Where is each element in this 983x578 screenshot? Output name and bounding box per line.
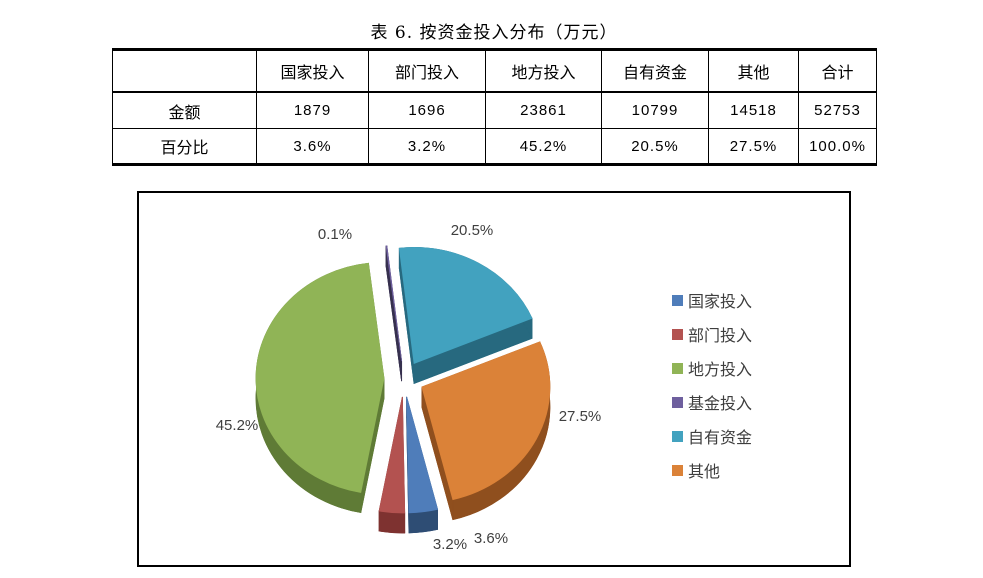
pie-slice-top (421, 341, 551, 501)
pie-label-2: 45.2% (216, 417, 259, 434)
table-cell: 3.6% (256, 128, 369, 165)
table-cell: 20.5% (601, 128, 709, 165)
table-header-cell: 国家投入 (256, 49, 369, 93)
table-cell: 3.2% (368, 128, 486, 165)
table-cell: 45.2% (485, 128, 602, 165)
legend-swatch-icon (672, 362, 683, 374)
chart-legend: 国家投入部门投入地方投入基金投入自有资金其他 (672, 283, 752, 487)
table-header-cell: 其他 (708, 49, 799, 93)
legend-item-1: 部门投入 (672, 317, 752, 351)
table-cell: 23861 (485, 91, 602, 129)
table-cell: 1879 (256, 91, 369, 129)
legend-item-4: 自有资金 (672, 419, 752, 453)
pie-slice-top (255, 262, 385, 493)
row-label: 金额 (112, 91, 257, 129)
table-cell: 14518 (708, 91, 799, 129)
legend-swatch-icon (672, 464, 683, 476)
legend-swatch-icon (672, 430, 683, 442)
legend-label: 国家投入 (688, 292, 753, 311)
row-label: 百分比 (112, 128, 257, 165)
pie-slice-rim (378, 510, 406, 534)
table-cell: 10799 (601, 91, 709, 129)
legend-label: 其他 (688, 462, 721, 481)
pie-label-3: 0.1% (318, 226, 352, 243)
pie-chart: 3.6% 3.2% 45.2% 0.1% 20.5% 27.5% (216, 222, 602, 553)
table-header-cell: 合计 (798, 49, 877, 93)
legend-item-0: 国家投入 (672, 283, 752, 317)
table-cell: 52753 (798, 91, 877, 129)
table-row: 金额 1879 1696 23861 10799 14518 52753 (112, 91, 877, 129)
legend-label: 自有资金 (688, 428, 753, 447)
table-header-row: 国家投入 部门投入 地方投入 自有资金 其他 合计 (112, 49, 877, 93)
legend-label: 部门投入 (688, 326, 753, 345)
table-corner-cell (112, 49, 257, 93)
table-cell: 100.0% (798, 128, 877, 165)
legend-item-5: 其他 (672, 453, 752, 487)
table-header-cell: 部门投入 (368, 49, 486, 93)
investment-table: 国家投入 部门投入 地方投入 自有资金 其他 合计 金额 1879 1696 2… (112, 48, 877, 166)
legend-item-2: 地方投入 (672, 351, 752, 385)
legend-swatch-icon (672, 396, 683, 408)
pie-slice-top (385, 245, 403, 362)
table-header-cell: 地方投入 (485, 49, 602, 93)
table-row: 百分比 3.6% 3.2% 45.2% 20.5% 27.5% 100.0% (112, 128, 877, 165)
legend-item-3: 基金投入 (672, 385, 752, 419)
chart-frame: 3.6% 3.2% 45.2% 0.1% 20.5% 27.5% 国家投入部门投入地方投入… (137, 191, 851, 567)
pie-label-0: 3.6% (474, 530, 508, 547)
pie-label-1: 3.2% (433, 536, 467, 553)
pie-label-4: 20.5% (451, 222, 494, 239)
legend-label: 地方投入 (688, 360, 753, 379)
table-header-cell: 自有资金 (601, 49, 709, 93)
legend-label: 基金投入 (688, 394, 753, 413)
legend-swatch-icon (672, 328, 683, 340)
table-cell: 27.5% (708, 128, 799, 165)
pie-slice-top (398, 247, 533, 365)
table-title: 表 6. 按资金投入分布（万元） (370, 23, 618, 43)
pie-label-5: 27.5% (559, 408, 602, 425)
legend-swatch-icon (672, 294, 683, 306)
pie-slice-top (378, 396, 406, 514)
pie-slice-top (406, 396, 439, 514)
table-cell: 1696 (368, 91, 486, 129)
